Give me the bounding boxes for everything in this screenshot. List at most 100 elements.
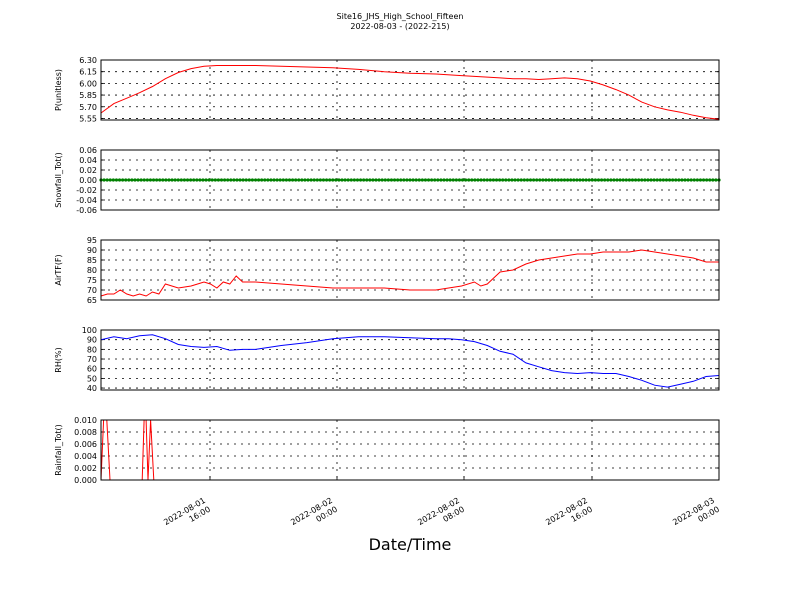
series-marker: [513, 178, 517, 182]
series-marker: [460, 178, 465, 182]
series-marker: [649, 178, 653, 182]
series-marker: [167, 178, 171, 182]
panel-2: 0.060.040.020.00-0.02-0.04-0.06 Snowfall_…: [54, 146, 721, 215]
series-marker: [624, 178, 628, 182]
series-marker: [266, 178, 270, 182]
series-marker: [201, 178, 205, 182]
panel-frame: [100, 239, 720, 301]
series-marker: [445, 178, 449, 182]
series-marker: [519, 178, 523, 182]
series-marker: [148, 178, 153, 182]
series-marker: [253, 178, 258, 182]
y-tick-label: 5.70: [79, 103, 97, 112]
y-tick-label: 50: [87, 374, 97, 383]
y-tick-label: 5.55: [79, 114, 97, 123]
series-marker: [121, 178, 125, 182]
series-line: [100, 419, 719, 481]
y-tick-label: 70: [87, 355, 97, 364]
x-tick-label: 2022-08-0300:00: [671, 496, 721, 536]
series-marker: [593, 178, 598, 182]
series-marker: [507, 178, 511, 182]
series-marker: [587, 178, 591, 182]
series-marker: [207, 178, 211, 182]
series-marker: [464, 178, 468, 182]
chart-subtitle: 2022-08-03 - (2022-215): [350, 22, 449, 31]
series-marker: [303, 178, 307, 182]
series-marker: [541, 178, 545, 182]
series-marker: [117, 178, 122, 182]
series-marker: [371, 178, 375, 182]
series-marker: [609, 178, 613, 182]
y-tick-label: 5.85: [79, 91, 97, 100]
y-tick-label: -0.04: [76, 196, 97, 205]
series-marker: [448, 178, 452, 182]
series-marker: [547, 178, 551, 182]
y-tick-label: 70: [87, 286, 97, 295]
series-marker: [226, 178, 230, 182]
series-marker: [250, 178, 255, 182]
y-tick-label: 0.004: [74, 452, 97, 461]
series-marker: [516, 178, 520, 182]
series-marker: [155, 178, 159, 182]
series-marker: [692, 178, 696, 182]
series-line: [100, 334, 720, 388]
series-marker: [423, 178, 428, 182]
y-tick-label: 95: [87, 236, 97, 245]
series-marker: [578, 178, 582, 182]
series-marker: [470, 178, 474, 182]
series-marker: [272, 178, 276, 182]
series-marker: [204, 178, 208, 182]
series-marker: [599, 178, 604, 182]
y-tick-label: 80: [87, 345, 97, 354]
series-marker: [528, 178, 533, 182]
series-marker: [671, 178, 675, 182]
series-marker: [164, 178, 168, 182]
y-tick-label: 90: [87, 336, 97, 345]
series-marker: [498, 178, 502, 182]
series-marker: [556, 178, 560, 182]
series-marker: [708, 178, 712, 182]
x-axis-ticks: 2022-08-0116:00 2022-08-0200:00 2022-08-02…: [162, 476, 721, 536]
series-marker: [374, 178, 378, 182]
series-marker: [479, 178, 483, 182]
series-marker: [661, 178, 665, 182]
series-marker: [278, 178, 282, 182]
series-marker: [572, 178, 576, 182]
series-marker: [328, 178, 332, 182]
series-marker: [124, 178, 128, 182]
series-marker: [485, 178, 489, 182]
series-marker: [306, 178, 310, 182]
series-marker: [260, 178, 264, 182]
series-marker: [584, 178, 588, 182]
series-marker: [473, 178, 477, 182]
y-tick-label: 0.008: [74, 428, 97, 437]
series-marker: [142, 178, 146, 182]
series-marker: [680, 178, 684, 182]
series-marker: [355, 178, 360, 182]
series-marker: [621, 178, 625, 182]
series-marker: [664, 178, 669, 182]
y-tick-label: 60: [87, 365, 97, 374]
series-marker: [145, 178, 149, 182]
panel-frame: [100, 59, 720, 121]
x-tick-label: 2022-08-0208:00: [416, 496, 466, 536]
series-marker: [417, 178, 421, 182]
series-marker: [213, 178, 217, 182]
series-marker: [430, 178, 434, 182]
series-marker: [136, 178, 140, 182]
series-marker: [281, 178, 285, 182]
series-marker: [544, 178, 548, 182]
series-marker: [525, 178, 530, 182]
series-marker: [405, 178, 409, 182]
series-marker: [683, 178, 687, 182]
series-marker: [235, 178, 239, 182]
series-marker: [284, 178, 288, 182]
series-marker: [176, 178, 180, 182]
series-marker: [297, 178, 301, 182]
series-marker: [476, 178, 480, 182]
series-marker: [238, 178, 242, 182]
series-marker: [192, 178, 196, 182]
series-marker: [714, 178, 718, 182]
y-tick-label: 40: [87, 384, 97, 393]
